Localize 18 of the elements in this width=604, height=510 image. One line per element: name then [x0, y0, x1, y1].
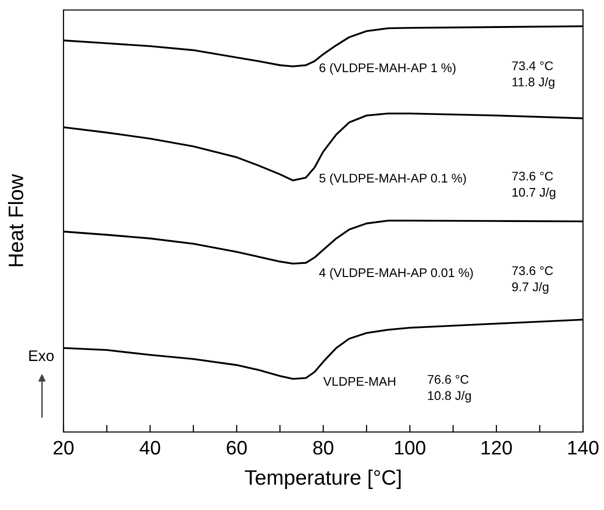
x-axis-title: Temperature [°C] [244, 470, 401, 489]
x-tick-label: 120 [482, 440, 512, 455]
x-tick-label: 100 [395, 440, 426, 455]
annotation: 73.6 °C 9.7 J/g [512, 266, 553, 294]
x-tick-label: 40 [140, 440, 160, 455]
y-axis-title: Heat Flow [8, 174, 24, 266]
annotation: 73.4 °C 11.8 J/g [512, 61, 554, 89]
series-label: VLDPE-MAH [323, 377, 396, 386]
x-tick-label: 140 [568, 440, 598, 455]
x-tick-label: 80 [313, 440, 334, 455]
series-label: 5 (VLDPE-MAH-AP 0.1 %) [319, 173, 466, 186]
x-tick-label: 20 [54, 440, 74, 455]
series-label: 6 (VLDPE-MAH-AP 1 %) [320, 63, 456, 75]
series-label: 4 (VLDPE-MAH-AP 0.01 %) [319, 268, 473, 280]
x-tick-label: 60 [226, 440, 247, 455]
annotation: 76.6 °C 10.8 J/g [428, 374, 471, 402]
text: Exo [29, 350, 54, 362]
annotation: 73.6 °C 10.7 J/g [512, 172, 556, 200]
